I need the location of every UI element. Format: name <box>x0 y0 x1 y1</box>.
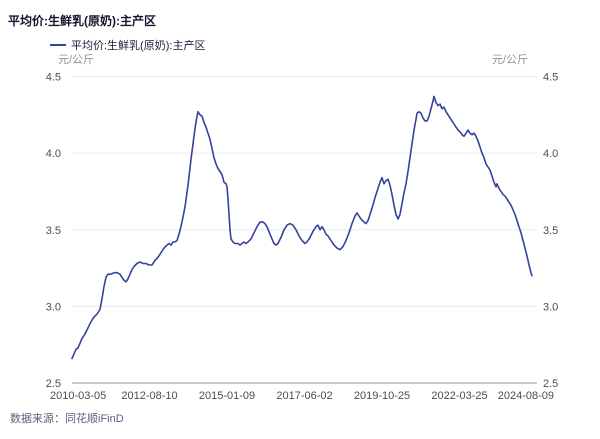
chart-title: 平均价:生鲜乳(原奶):主产区 <box>8 14 156 28</box>
y-axis-unit-left: 元/公斤 <box>58 54 95 66</box>
y-tick-label-right: 4.5 <box>543 72 558 84</box>
y-axis-unit-right: 元/公斤 <box>492 54 529 66</box>
y-tick-label-left: 3.5 <box>46 225 61 237</box>
legend-item[interactable]: 平均价:生鲜乳(原奶):主产区 <box>50 37 205 53</box>
price-series-line <box>71 95 533 360</box>
x-tick-label: 2012-08-10 <box>121 390 177 402</box>
legend-label: 平均价:生鲜乳(原奶):主产区 <box>71 40 206 52</box>
y-tick-label-right: 3.0 <box>543 301 558 313</box>
data-source: 数据来源：同花顺iFinD <box>10 413 124 425</box>
x-tick-label: 2010-03-05 <box>50 390 106 402</box>
x-tick-label: 2019-10-25 <box>354 390 410 402</box>
y-tick-label-right: 2.5 <box>543 378 558 390</box>
y-tick-label-left: 4.5 <box>46 72 61 84</box>
x-tick-label: 2015-01-09 <box>199 390 255 402</box>
y-tick-label-left: 4.0 <box>46 148 61 160</box>
x-tick-label: 2022-03-25 <box>431 390 487 402</box>
x-tick-label: 2024-08-09 <box>498 390 554 402</box>
x-tick-label: 2017-06-02 <box>276 390 332 402</box>
legend-line-swatch <box>50 44 66 46</box>
y-tick-label-right: 4.0 <box>543 148 558 160</box>
y-tick-label-left: 3.0 <box>46 301 61 313</box>
y-tick-label-left: 2.5 <box>46 378 61 390</box>
y-tick-label-right: 3.5 <box>543 225 558 237</box>
